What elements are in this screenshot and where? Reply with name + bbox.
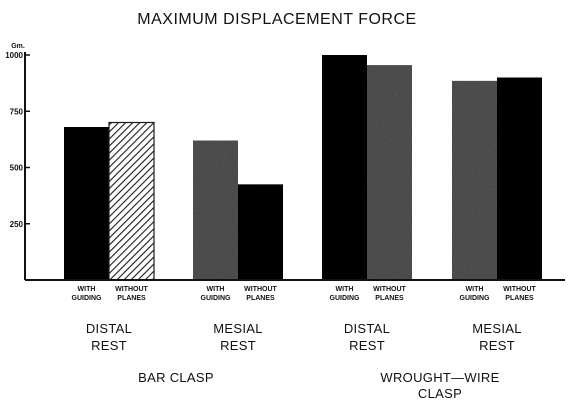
bar-sublabel: GUIDING <box>330 295 361 302</box>
bar-4-with <box>452 80 497 280</box>
y-tick-label: 750 <box>10 107 24 116</box>
bar-sublabel: WITHOUT <box>503 286 536 293</box>
y-tick-label: 250 <box>10 220 24 229</box>
bar-4-without <box>497 77 542 280</box>
group-label: REST <box>220 338 256 353</box>
bar-sublabel: WITH <box>336 286 354 293</box>
y-tick-label: 1000 <box>5 51 23 60</box>
bar-3-without <box>367 65 412 280</box>
clasp-label: CLASP <box>418 386 462 400</box>
chart-title: MAXIMUM DISPLACEMENT FORCE <box>137 11 416 28</box>
bar-sublabel: GUIDING <box>201 295 232 302</box>
bar-sublabel: GUIDING <box>72 295 103 302</box>
bar-sublabel: GUIDING <box>460 295 491 302</box>
bar-2-with <box>193 140 238 280</box>
bar-sublabel: PLANES <box>246 295 275 302</box>
bar-sublabel: WITH <box>207 286 225 293</box>
clasp-label: WROUGHT—WIRE <box>380 370 499 385</box>
bar-3-with <box>322 55 367 280</box>
group-label: REST <box>91 338 127 353</box>
plot-area <box>64 55 542 281</box>
group-label: MESIAL <box>213 321 262 336</box>
group-label: DISTAL <box>344 321 390 336</box>
bar-sublabel: WITHOUT <box>115 286 148 293</box>
bar-sublabel: WITHOUT <box>244 286 277 293</box>
category-labels: WITH GUIDING WITHOUT PLANES WITH GUIDING WITHO… <box>72 286 537 400</box>
bar-sublabel: WITH <box>78 286 96 293</box>
bar-sublabel: PLANES <box>505 295 534 302</box>
group-label: REST <box>479 338 515 353</box>
y-axis-unit: Gm. <box>11 43 25 50</box>
bar-sublabel: PLANES <box>375 295 404 302</box>
y-tick-label: 500 <box>10 164 24 173</box>
group-label: DISTAL <box>86 321 132 336</box>
bar-sublabel: PLANES <box>117 295 146 302</box>
bar-2-without <box>238 184 283 280</box>
bar-sublabel: WITH <box>466 286 484 293</box>
group-label: REST <box>349 338 385 353</box>
bar-1-with <box>64 127 109 280</box>
axes: 250 500 750 1000 <box>5 51 565 281</box>
clasp-label: BAR CLASP <box>138 370 214 385</box>
bar-1-without <box>108 121 155 281</box>
group-label: MESIAL <box>472 321 521 336</box>
bar-sublabel: WITHOUT <box>373 286 406 293</box>
